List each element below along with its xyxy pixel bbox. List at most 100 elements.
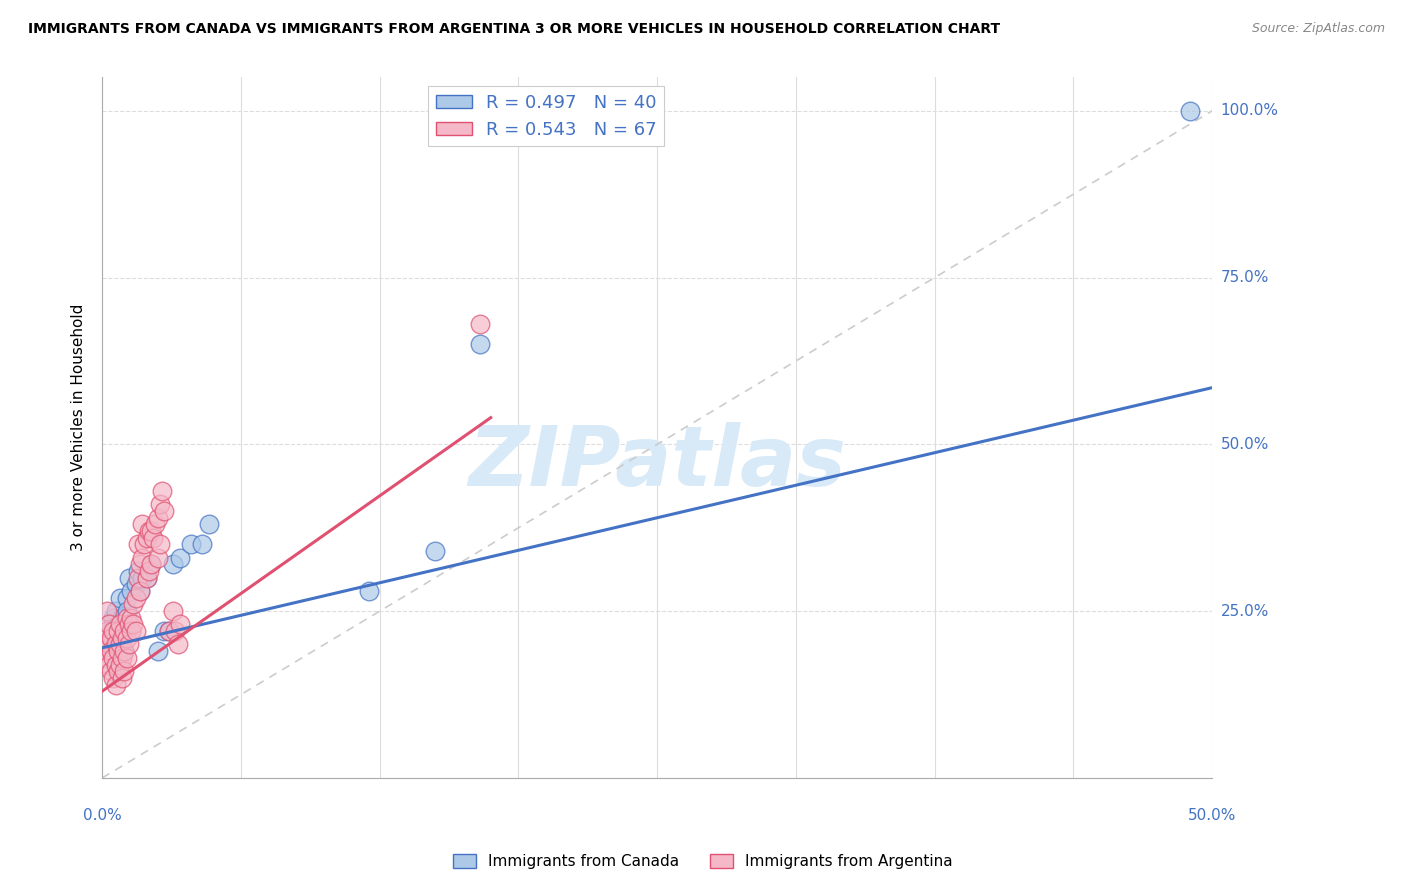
Point xyxy=(104,657,127,672)
Point xyxy=(112,644,135,658)
Point xyxy=(96,638,118,652)
Point xyxy=(111,638,134,652)
Point xyxy=(131,517,153,532)
Point xyxy=(97,617,120,632)
Point xyxy=(180,537,202,551)
Point xyxy=(100,624,122,639)
Point xyxy=(97,617,120,632)
Point xyxy=(115,650,138,665)
Point xyxy=(134,537,156,551)
Point xyxy=(100,664,122,678)
Point xyxy=(131,550,153,565)
Point xyxy=(103,638,125,652)
Point xyxy=(135,571,157,585)
Point xyxy=(96,624,118,639)
Point xyxy=(124,591,146,605)
Point xyxy=(149,537,172,551)
Point xyxy=(107,644,129,658)
Point xyxy=(191,537,214,551)
Point xyxy=(104,604,127,618)
Text: Source: ZipAtlas.com: Source: ZipAtlas.com xyxy=(1251,22,1385,36)
Point xyxy=(122,617,145,632)
Point xyxy=(104,677,127,691)
Point xyxy=(169,550,191,565)
Point xyxy=(111,650,134,665)
Point xyxy=(357,584,380,599)
Point xyxy=(139,558,162,572)
Point xyxy=(93,631,115,645)
Point xyxy=(153,504,176,518)
Point xyxy=(425,544,447,558)
Point xyxy=(169,617,191,632)
Point xyxy=(107,631,129,645)
Point xyxy=(97,631,120,645)
Point xyxy=(145,517,167,532)
Point xyxy=(127,564,149,578)
Point xyxy=(97,638,120,652)
Point xyxy=(124,577,146,591)
Text: 75.0%: 75.0% xyxy=(1220,270,1268,285)
Point xyxy=(162,604,184,618)
Point xyxy=(118,571,141,585)
Point xyxy=(112,624,135,639)
Point xyxy=(108,638,131,652)
Point xyxy=(96,650,118,665)
Point xyxy=(127,537,149,551)
Point xyxy=(135,531,157,545)
Point xyxy=(112,644,135,658)
Point xyxy=(129,558,152,572)
Point xyxy=(135,571,157,585)
Point xyxy=(146,510,169,524)
Legend: Immigrants from Canada, Immigrants from Argentina: Immigrants from Canada, Immigrants from … xyxy=(447,848,959,875)
Point xyxy=(157,624,180,639)
Text: ZIPatlas: ZIPatlas xyxy=(468,422,846,503)
Point xyxy=(103,671,125,685)
Point xyxy=(150,484,173,499)
Point xyxy=(111,671,134,685)
Point xyxy=(165,624,187,639)
Point xyxy=(127,571,149,585)
Point xyxy=(93,631,115,645)
Point xyxy=(142,531,165,545)
Point xyxy=(96,604,118,618)
Point xyxy=(468,318,491,332)
Point xyxy=(115,611,138,625)
Point xyxy=(103,611,125,625)
Point xyxy=(108,657,131,672)
Text: 50.0%: 50.0% xyxy=(1220,437,1268,452)
Point xyxy=(122,598,145,612)
Point xyxy=(93,644,115,658)
Point xyxy=(153,624,176,639)
Legend: R = 0.497   N = 40, R = 0.543   N = 67: R = 0.497 N = 40, R = 0.543 N = 67 xyxy=(429,87,664,146)
Point xyxy=(115,604,138,618)
Point xyxy=(107,624,129,639)
Point xyxy=(129,584,152,599)
Point xyxy=(107,617,129,632)
Point xyxy=(138,524,160,538)
Point xyxy=(112,617,135,632)
Point xyxy=(162,558,184,572)
Point xyxy=(146,550,169,565)
Text: 0.0%: 0.0% xyxy=(83,808,121,823)
Point xyxy=(124,624,146,639)
Point xyxy=(118,638,141,652)
Text: 25.0%: 25.0% xyxy=(1220,604,1268,619)
Point xyxy=(100,631,122,645)
Point xyxy=(120,611,142,625)
Point xyxy=(149,497,172,511)
Point xyxy=(166,638,188,652)
Point xyxy=(108,591,131,605)
Point xyxy=(103,624,125,639)
Point xyxy=(468,337,491,351)
Point xyxy=(100,644,122,658)
Point xyxy=(111,611,134,625)
Text: IMMIGRANTS FROM CANADA VS IMMIGRANTS FROM ARGENTINA 3 OR MORE VEHICLES IN HOUSEH: IMMIGRANTS FROM CANADA VS IMMIGRANTS FRO… xyxy=(28,22,1000,37)
Point xyxy=(107,664,129,678)
Point xyxy=(1178,103,1201,118)
Point xyxy=(138,564,160,578)
Point xyxy=(111,631,134,645)
Point xyxy=(146,644,169,658)
Point xyxy=(157,624,180,639)
Point xyxy=(100,644,122,658)
Point xyxy=(120,624,142,639)
